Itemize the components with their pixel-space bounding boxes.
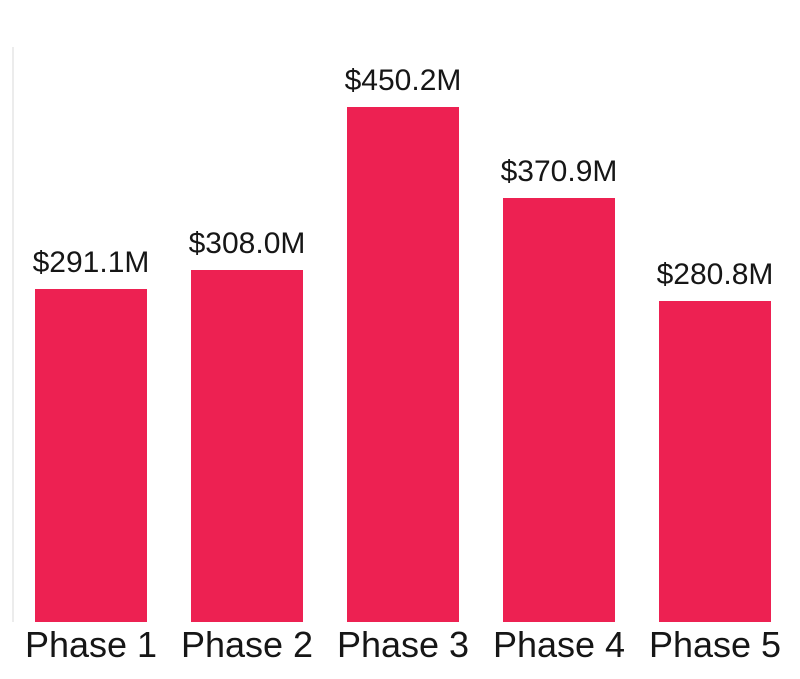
y-axis-line [12, 47, 14, 622]
bar-value-label: $280.8M [656, 258, 774, 291]
x-axis-tick-label: Phase 3 [336, 624, 470, 665]
x-axis-tick-label: Phase 1 [24, 624, 158, 665]
bar-phase-4[interactable] [503, 198, 615, 622]
bar-phase-2[interactable] [191, 270, 303, 622]
bar-phase-3[interactable] [347, 107, 459, 622]
x-axis-tick-label: Phase 4 [492, 624, 626, 665]
bar-value-label: $291.1M [32, 246, 150, 279]
x-axis-tick-label: Phase 5 [648, 624, 782, 665]
bar-value-label: $450.2M [344, 64, 462, 97]
bar-value-label: $370.9M [500, 155, 618, 188]
x-axis-tick-label: Phase 2 [180, 624, 314, 665]
bar-phase-5[interactable] [659, 301, 771, 622]
bar-phase-1[interactable] [35, 289, 147, 622]
bar-value-label: $308.0M [188, 227, 306, 260]
